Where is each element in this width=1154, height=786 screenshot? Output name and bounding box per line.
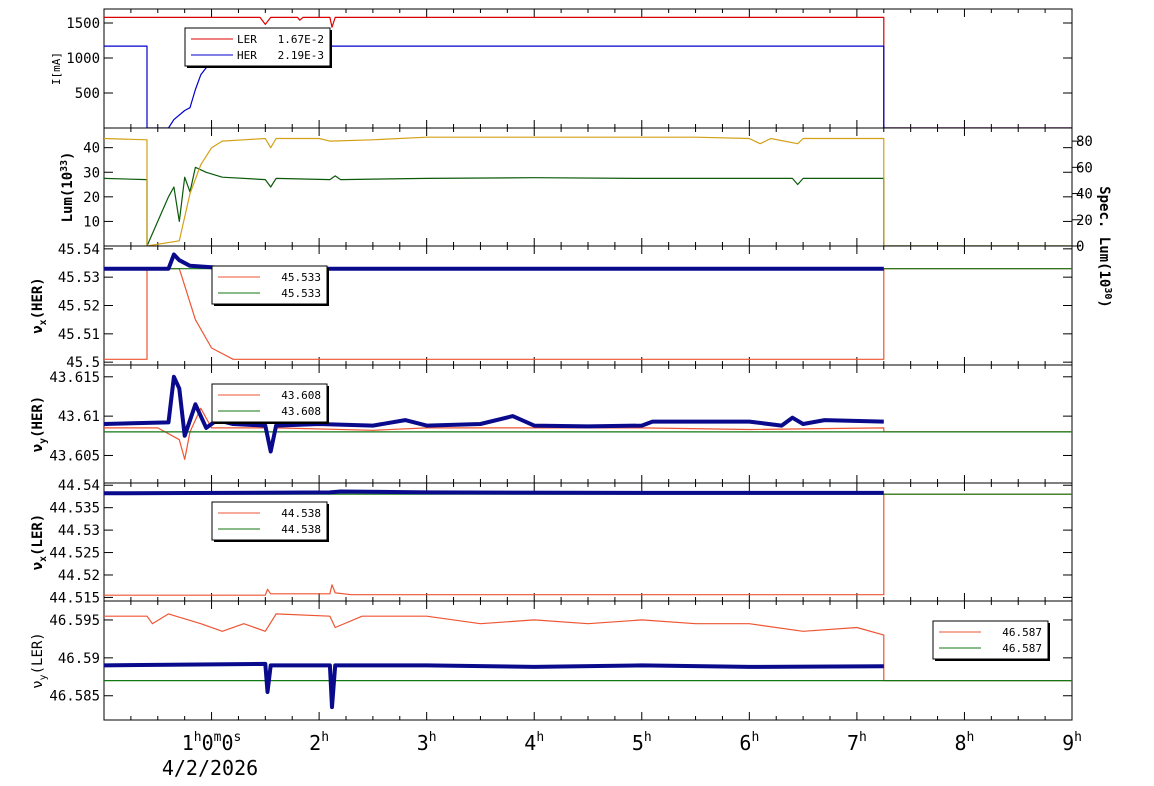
series-nux_her-set [104,268,1072,360]
y-tick-label: 45.51 [58,327,100,343]
legend-box [184,27,331,67]
plot-area [104,136,1072,246]
x-axis: 1h0m0s 2h 3h 4h 5h 6h 7h 8h 9h 4/2/2026 [162,730,1082,780]
y-tick-label: 46.585 [49,689,100,705]
y-tick-label: 46.595 [49,613,100,629]
legend-value: 1.67E-2 [278,33,324,46]
y-tick-label: 45.54 [58,242,100,258]
y-axis-title: Lum(1033) [59,152,76,223]
series-nuy_ler-meas [104,661,884,710]
x-date-label: 4/2/2026 [162,756,258,780]
y-axis-title: νx(LER) [30,514,49,571]
y2-tick-label: 60 [1076,160,1093,176]
legend-nux_her: 45.533 45.533 [211,265,329,306]
y-axis-title: νy(HER) [30,396,49,453]
x-tick-label: 7h [847,730,867,755]
y2-tick-label: 0 [1076,239,1084,255]
x-tick-label: 6h [739,730,759,755]
x-tick-label: 1h0m0s [182,730,242,755]
x-tick-label: 3h [417,730,437,755]
y-tick-label: 45.53 [58,270,100,286]
y-tick-label: 43.615 [49,370,100,386]
legend-name: LER [237,33,257,46]
y-tick-label: 1000 [66,51,100,67]
x-tick-label: 5h [632,730,652,755]
series-luminosity-lum [104,166,1072,246]
legend-nuy_ler: 46.587 46.587 [932,620,1050,661]
y-tick-label: 44.52 [58,568,100,584]
legend-value: 44.538 [281,523,321,536]
legend-name: HER [237,49,257,62]
legend-value: 46.587 [1002,642,1042,655]
panel-current: 500 1000 1500 I[mA] LER 1.67E-2 HER 2.19E-3 [50,8,1073,129]
legend-box [932,620,1049,660]
y-tick-label: 1500 [66,16,100,32]
legend-value: 2.19E-3 [278,49,324,62]
y-tick-label: 44.53 [58,523,100,539]
plot-area [104,374,1072,460]
y-tick-label: 20 [83,190,100,206]
legend-value: 45.533 [281,271,321,284]
y-axis-title: I[mA] [50,52,63,85]
legend-value: 44.538 [281,507,321,520]
y-tick-label: 44.525 [49,546,100,562]
legend-nuy_her: 43.608 43.608 [211,383,329,424]
legend-box [211,383,328,423]
panel-frame [103,8,1073,129]
panel-nux_ler: 44.515 44.52 44.525 44.53 44.535 44.54 νx(LER)… [30,478,1073,606]
series-nux_ler-meas [104,489,884,496]
y-tick-label: 40 [83,141,100,157]
panel-frame [103,600,1073,721]
y-tick-label: 43.61 [58,409,100,425]
y-axis-title: νy(LER) [30,632,49,689]
x-tick-label: 2h [309,730,329,755]
legend-value: 46.587 [1002,626,1042,639]
y2-tick-label: 40 [1076,187,1093,203]
series-current-her [104,45,1072,128]
y2-tick-label: 20 [1076,213,1093,229]
legend-nux_ler: 44.538 44.538 [211,501,329,542]
plot-area [104,16,1072,128]
x-tick-label: 4h [524,730,544,755]
y-tick-label: 46.59 [58,651,100,667]
series-nuy_her-meas [104,374,884,454]
series-current-ler [104,16,1072,128]
plot-area [104,489,1072,596]
series-nux_ler-set [104,493,1072,596]
legend-box [211,265,328,305]
y2-tick-label: 80 [1076,134,1093,150]
y-axis-title: νx(HER) [30,277,49,334]
legend-value: 43.608 [281,389,321,402]
series-nuy_ler-set [104,613,1072,682]
y-tick-label: 43.605 [49,448,100,464]
y-tick-label: 10 [83,214,100,230]
y-tick-label: 30 [83,165,100,181]
y-tick-label: 44.515 [49,590,100,606]
panel-frame [103,127,1073,247]
legend-value: 43.608 [281,405,321,418]
x-tick-label: 8h [955,730,975,755]
series-luminosity-spec-lum [104,136,1072,246]
plot-area [104,613,1072,710]
legend-current: LER 1.67E-2 HER 2.19E-3 [184,27,332,68]
y-tick-label: 44.54 [58,478,100,494]
y2-axis-title: Spec. Lum(1030) [1096,186,1113,308]
y-tick-label: 44.535 [49,501,100,517]
y-tick-label: 45.5 [66,355,100,371]
y-tick-label: 45.52 [58,299,100,315]
y-tick-label: 500 [75,86,100,102]
panel-luminosity: 10 20 30 40 Lum(1033) 0 20 40 60 80 Spec. Lum(1030… [59,127,1113,308]
legend-value: 45.533 [281,287,321,300]
x-tick-label: 9h [1062,730,1082,755]
legend-box [211,501,328,541]
